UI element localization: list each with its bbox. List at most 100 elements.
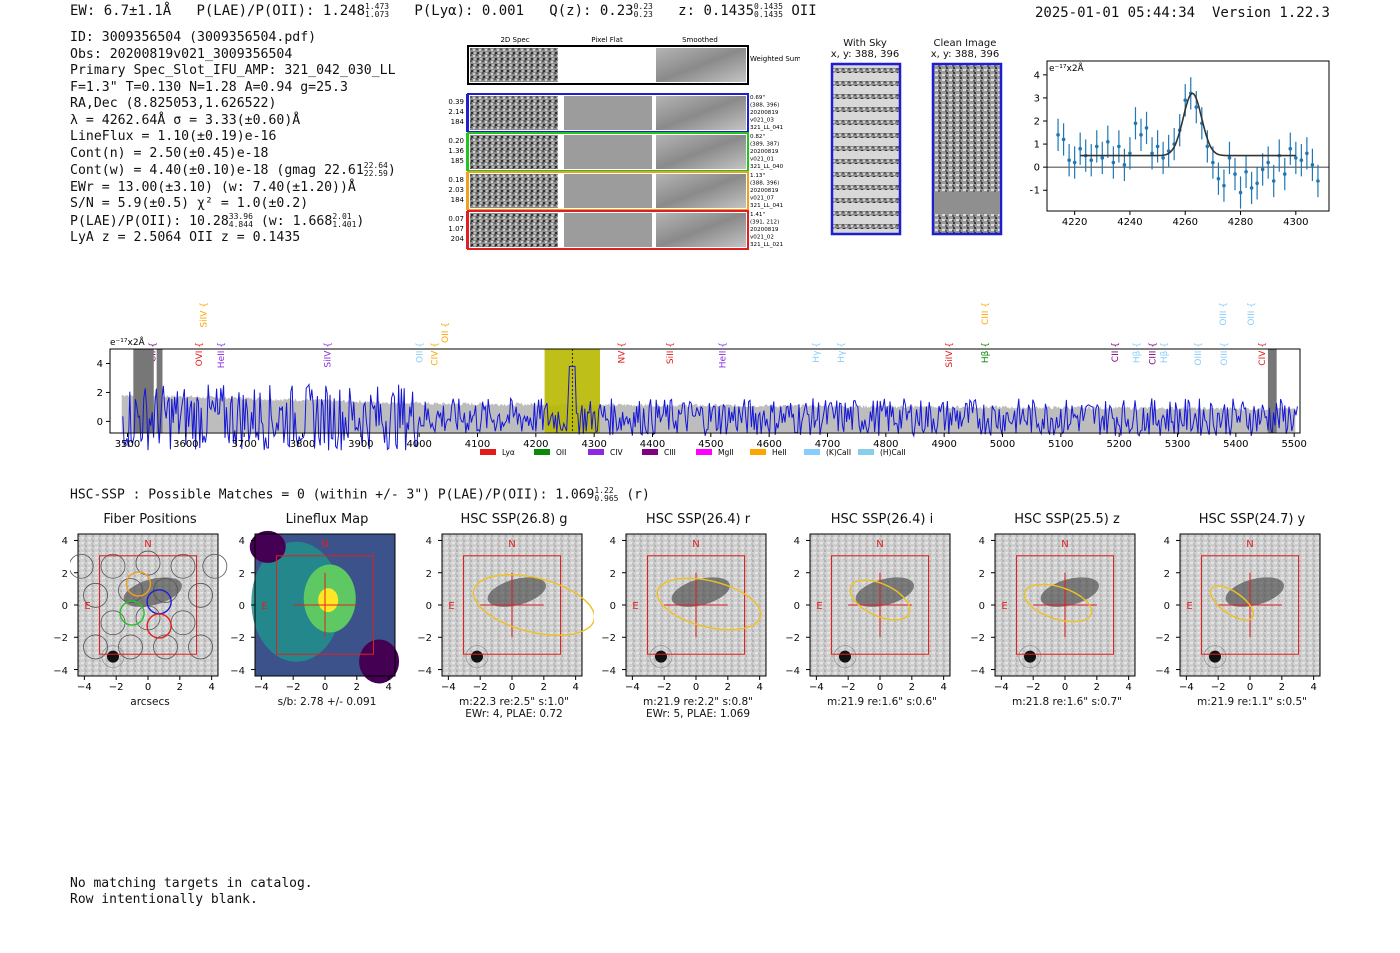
hsc-ytick-label: −2	[230, 633, 245, 645]
fiber-selected	[125, 571, 152, 597]
fit-ytick-label: 4	[1034, 70, 1040, 81]
hsc-caption-line-1: m:21.9 re:1.6" s:0.6"	[827, 696, 937, 708]
cutout-grid: 2D Spec Pixel Flat Smoothed Weighted Sum…	[448, 36, 800, 250]
line-fit-model-curve	[1080, 92, 1296, 157]
compass-north: N	[144, 539, 151, 550]
spectrum-ytick-label: 0	[97, 417, 103, 428]
hsc-ytick-label: 0	[1163, 601, 1170, 612]
hsc-ytick-label: 4	[238, 536, 245, 548]
fit-xtick-label: 4260	[1173, 217, 1198, 228]
cutout-smoothed	[656, 96, 746, 130]
header-meta: 2025-01-01 05:44:34 Version 1.22.3	[1035, 5, 1330, 21]
fit-data-point	[1111, 160, 1116, 165]
spectrum-xtick-label: 3700	[231, 439, 256, 450]
hsc-galaxy	[487, 577, 546, 607]
hsc-xtick-label: −4	[809, 682, 824, 693]
hsc-ytick-label: 4	[61, 536, 68, 548]
aperture-box	[98, 555, 198, 655]
hsc-caption-line-1: m:21.9 re:2.2" s:0.8"	[643, 696, 753, 708]
hsc-ytick-label: −4	[970, 665, 985, 677]
spectrum-line-label: CII {	[1111, 342, 1121, 362]
spectrum-line-label: Hβ {	[1133, 342, 1143, 363]
fit-data-point	[1089, 158, 1094, 163]
fit-data-point	[1305, 151, 1309, 156]
hsc-xtick-label: −2	[286, 682, 301, 693]
footer-line-1: No matching targets in catalog.	[70, 876, 313, 891]
cutout-row-stat: 0.07	[448, 215, 464, 223]
line-fit-chart: e⁻¹⁷x2Å 4220 4240 4260 4280 4300 −1 0 1 2 3 4	[1030, 60, 1330, 228]
hsc-panel-title: HSC SSP(26.8) g	[460, 512, 568, 527]
compass-north: N	[508, 539, 515, 550]
hsc-ytick-label: 0	[978, 601, 985, 612]
hsc-panel-caption: arcsecs	[70, 696, 230, 708]
spectrum-line-label: OIII {	[1194, 342, 1204, 366]
hsc-ytick-label: 4	[793, 536, 800, 548]
cutout-row-meta: 0.82"	[750, 134, 765, 140]
cutout-row-stat: 0.18	[448, 176, 464, 184]
spectrum-xtick-label: 4900	[931, 439, 956, 450]
line-fit-frame	[1046, 60, 1330, 212]
cutout-row-meta: 321_LL_021	[750, 242, 784, 248]
hsc-title-text: HSC-SSP : Possible Matches = 0 (within +…	[70, 487, 595, 503]
compass-east: E	[261, 601, 267, 612]
info-radec: RA,Dec (8.825053,1.626522)	[70, 96, 277, 111]
aperture-box	[462, 555, 562, 655]
hsc-panel: HSC SSP(26.4) r	[618, 512, 778, 527]
hsc-caption-line-1: arcsecs	[130, 696, 170, 708]
cutout-2d-spec	[470, 135, 558, 169]
hsc-ytick-label: 2	[238, 568, 245, 580]
hsc-panel: HSC SSP(25.5) z	[987, 512, 1147, 527]
weighted-sum-2d	[470, 48, 558, 82]
cutout-row-stat: 1.07	[448, 225, 464, 233]
hsc-xtick-label: −4	[625, 682, 640, 693]
compass-north: N	[1061, 539, 1068, 550]
spectrum-xtick-label: 5100	[1048, 439, 1073, 450]
hsc-panel-image: N E −4 −2 0 2 4	[1176, 533, 1321, 693]
clean-header: Clean Image x, y: 388, 396	[920, 38, 1010, 60]
legend-swatch	[534, 449, 550, 455]
fiber-circle	[188, 634, 213, 660]
info-slot: Primary Spec_Slot_IFU_AMP: 321_042_030_L…	[70, 63, 396, 78]
hsc-ytick-label: −2	[601, 633, 616, 645]
spectrum-line-label: OII {	[441, 322, 451, 343]
spectrum-line-label: Hβ {	[981, 342, 991, 363]
cutout-row-meta: 321_LL_040	[750, 164, 784, 170]
compass-north: N	[876, 539, 883, 550]
aperture-box	[1200, 555, 1300, 655]
hsc-title-hi: 1.22	[594, 486, 614, 495]
fit-xtick-label: 4280	[1228, 217, 1253, 228]
hsc-caption-line-1: s/b: 2.78 +/- 0.091	[277, 696, 377, 708]
hsc-star-halo	[1203, 645, 1227, 668]
fit-data-point	[1227, 156, 1232, 160]
spectrum-masked-region	[156, 349, 163, 433]
spectrum-xtick-label: 4400	[640, 439, 665, 450]
fit-data-point	[1216, 176, 1221, 181]
cutout-row-meta: 0.69"	[750, 95, 765, 101]
info-obs: Obs: 20200819v021_3009356504	[70, 46, 293, 62]
legend-swatch	[480, 449, 496, 455]
hsc-panel-image: N E −4 −2 0 2 4	[438, 533, 594, 693]
header-qz-lo: 0.23	[633, 10, 653, 19]
spectrum-xtick-label: 5400	[1223, 439, 1248, 450]
hsc-ytick-label: −2	[785, 633, 800, 645]
hsc-galaxy	[855, 577, 914, 607]
header-ew: EW: 6.7±1.1Å	[70, 3, 172, 19]
clean-title: Clean Image	[933, 38, 997, 49]
cutout-smoothed	[656, 135, 746, 169]
compass-east: E	[1186, 601, 1192, 612]
info-plae: P(LAE)/P(OII): 10.28 33.96 4.844 (w: 1.668…	[70, 211, 365, 229]
spectrum-xtick-label: 4000	[406, 439, 431, 450]
hsc-xtick-label: −2	[1026, 682, 1041, 693]
hsc-xtick-label: −4	[254, 682, 269, 693]
fit-data-point	[1155, 144, 1160, 149]
info-sn: S/N = 5.9(±0.5) χ² = 1.0(±0.2)	[70, 196, 309, 211]
legend-swatch	[696, 449, 712, 455]
hsc-xtick-label: 2	[1094, 682, 1100, 693]
hsc-caption-line-1: m:22.3 re:2.5" s:1.0"	[459, 696, 569, 708]
hsc-xtick-label: 4	[1125, 682, 1131, 693]
hsc-ytick-label: −4	[785, 665, 800, 677]
cutout-row-stat: 2.03	[448, 186, 464, 194]
col-header-pixel-flat: Pixel Flat	[591, 36, 623, 44]
fit-data-point	[1288, 146, 1293, 151]
cutout-row-stat: 0.20	[448, 137, 464, 145]
